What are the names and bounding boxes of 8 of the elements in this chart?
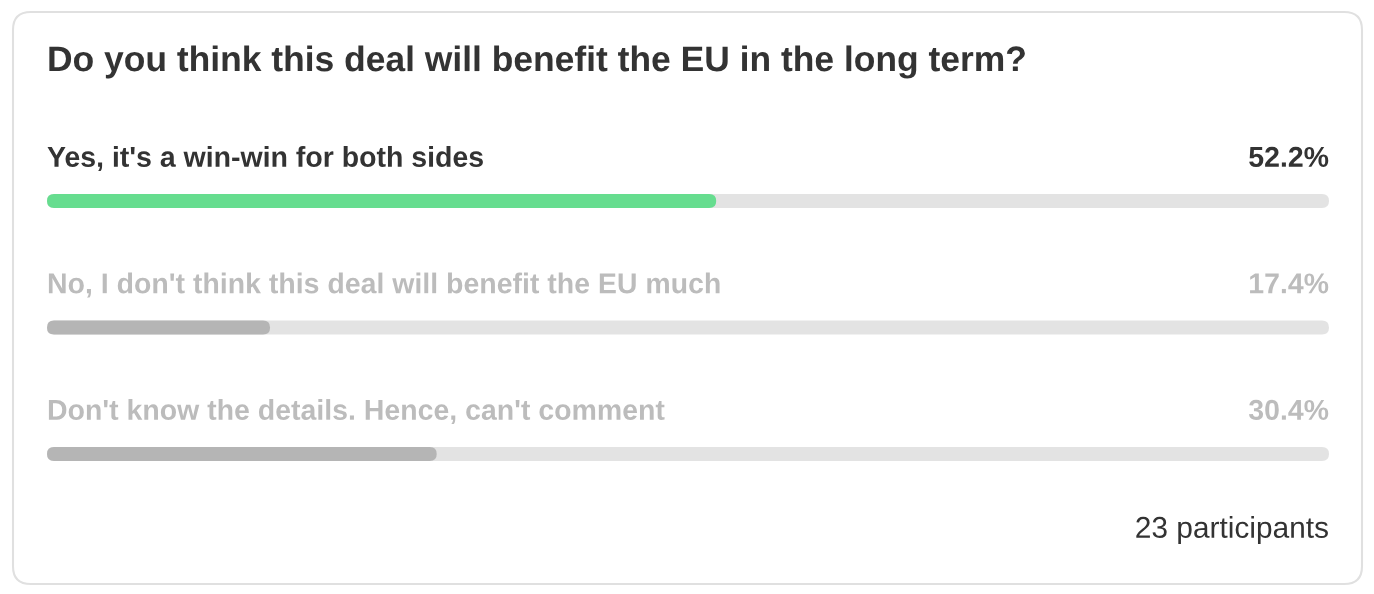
chart-title: Do you think this deal will benefit the EU in the long term? (49, 45, 1025, 79)
data-label: 52.2% (1249, 146, 1329, 167)
text: 23 participants (1136, 516, 1328, 544)
y-tick-label: No, I don't think this deal will benefit the EU much (48, 272, 720, 298)
y-tick-label: Yes, it's a win-win for both sides (47, 146, 483, 172)
data-label: 17.4% (1250, 273, 1329, 294)
data-label: 30.4% (1248, 399, 1329, 421)
y-tick-label: Don't know the details. Hence, can't comment (48, 399, 665, 425)
